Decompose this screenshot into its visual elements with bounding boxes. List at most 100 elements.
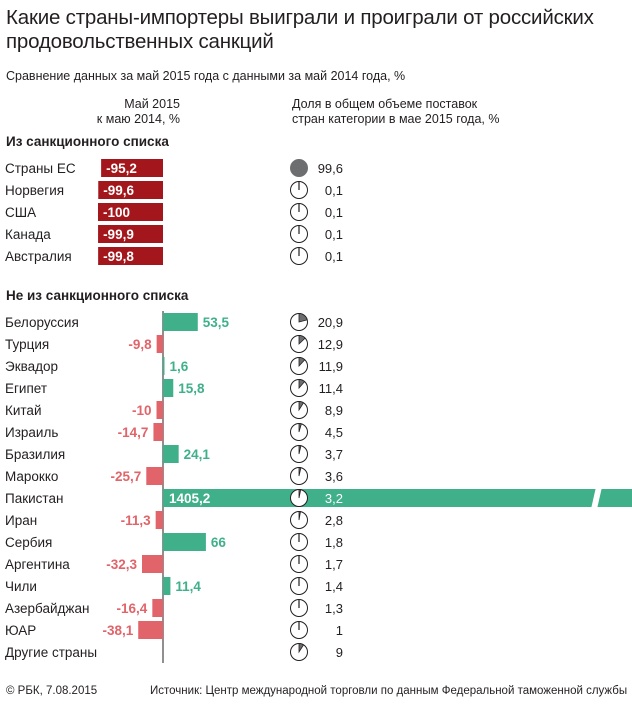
share-pie-g1-row1-slice [298,335,306,345]
value-label-g1-row14: -38,1 [102,623,133,638]
country-label-g1-row9: Иран [5,513,37,528]
bar-g1-row9 [155,511,163,529]
value-label-g0-row4: -99,8 [103,249,134,264]
share-label-g1-row5: 4,5 [325,425,343,440]
share-label-g1-row0: 20,9 [318,315,343,330]
share-pie-g1-row4-slice [298,401,305,412]
country-label-g1-row2: Эквадор [5,359,58,374]
share-label-g1-row14: 1 [336,623,343,638]
bar-g1-row11 [142,555,163,573]
value-label-g1-row6: 24,1 [184,447,211,462]
bar-g1-row1 [156,335,163,353]
value-label-g1-row4: -10 [132,403,152,418]
country-label-g1-row11: Аргентина [5,557,70,572]
bar-g1-row10 [163,533,206,551]
value-label-g1-row10: 66 [211,535,227,550]
share-label-g0-row3: 0,1 [325,227,343,242]
value-label-g1-row1: -9,8 [128,337,152,352]
share-label-g0-row1: 0,1 [325,183,343,198]
share-label-g1-row9: 2,8 [325,513,343,528]
value-label-g0-row1: -99,6 [103,183,134,198]
country-label-g1-row13: Азербайджан [5,601,89,616]
share-label-g1-row12: 1,4 [325,579,343,594]
share-label-g1-row11: 1,7 [325,557,343,572]
value-label-g1-row5: -14,7 [118,425,149,440]
share-pie-g1-row5-slice [298,423,302,433]
country-label-g1-row5: Израиль [5,425,58,440]
bar-g0-row4 [98,247,163,265]
bar-g1-row14 [138,621,163,639]
value-label-g0-row0: -95,2 [106,161,137,176]
share-pie-g0-row0 [290,159,308,177]
column-header-share-text: Доля в общем объеме поставок стран катег… [292,97,500,126]
share-label-g1-row8: 3,2 [325,491,343,506]
value-label-g1-row3: 15,8 [178,381,205,396]
share-label-g1-row6: 3,7 [325,447,343,462]
share-pie-g1-row3-slice [298,379,306,390]
footer-source: Источник: Центр международной торговли п… [150,685,628,697]
share-pie-g1-row2-slice [298,357,306,368]
share-label-g0-row0: 99,6 [318,161,343,176]
section-heading-sanctioned: Из санкционного списка [6,134,169,149]
country-label-g1-row8: Пакистан [5,491,63,506]
share-label-g1-row1: 12,9 [318,337,343,352]
bar-g1-row13 [152,599,163,617]
share-label-g1-row7: 3,6 [325,469,343,484]
share-label-g1-row13: 1,3 [325,601,343,616]
value-label-g0-row2: -100 [103,205,130,220]
country-label-g1-row15: Другие страны [5,645,97,660]
value-label-g1-row7: -25,7 [111,469,142,484]
share-label-g1-row4: 8,9 [325,403,343,418]
chart-title: Какие страны-импортеры выиграли и проигр… [6,6,594,53]
country-label-g1-row10: Сербия [5,535,52,550]
country-label-g1-row6: Бразилия [5,447,65,462]
country-label-g0-row4: Австралия [5,249,72,264]
share-label-g1-row15: 9 [336,645,343,660]
bar-g1-row12 [163,577,171,595]
share-pie-g1-row7-slice [298,467,302,477]
share-pie-g1-row0-slice [298,313,308,323]
share-pie-g1-row8-slice [298,489,302,499]
country-label-g0-row1: Норвегия [5,183,64,198]
bar-g1-row8 [163,489,632,507]
axis-break-mark [591,487,602,509]
bar-g1-row7 [146,467,163,485]
country-label-g1-row4: Китай [5,403,42,418]
country-label-g1-row1: Турция [5,337,49,352]
value-label-g1-row9: -11,3 [121,513,152,528]
bar-g1-row5 [153,423,163,441]
share-pie-g1-row15-slice [298,643,305,654]
share-label-g1-row2: 11,9 [319,359,343,374]
country-label-g0-row2: США [5,205,36,220]
value-label-g1-row2: 1,6 [170,359,189,374]
country-label-g0-row3: Канада [5,227,51,242]
bar-g0-row3 [98,225,163,243]
column-header-change-text: Май 2015 к маю 2014, % [96,97,180,126]
bar-g0-row0 [101,159,163,177]
value-label-g0-row3: -99,9 [103,227,134,242]
bar-g1-row2 [163,357,165,375]
bar-g1-row6 [163,445,179,463]
value-label-g1-row8: 1405,2 [169,491,210,506]
column-header-share: Доля в общем объеме поставок стран катег… [292,97,612,127]
country-label-g0-row0: Страны ЕС [5,161,76,176]
value-label-g1-row11: -32,3 [106,557,137,572]
share-label-g0-row4: 0,1 [325,249,343,264]
bar-g1-row3 [163,379,174,397]
country-label-g1-row12: Чили [5,579,37,594]
share-label-g1-row10: 1,8 [325,535,343,550]
bar-g0-row1 [98,181,163,199]
column-header-change: Май 2015 к маю 2014, % [92,97,180,127]
share-pie-g1-row6-slice [298,445,302,455]
country-label-g1-row7: Марокко [5,469,58,484]
value-label-g1-row13: -16,4 [117,601,148,616]
value-label-g1-row12: 11,4 [175,579,201,594]
share-label-g0-row2: 0,1 [325,205,343,220]
bar-g1-row4 [156,401,163,419]
share-label-g1-row3: 11,4 [319,381,343,396]
share-pie-g1-row9-slice [298,511,301,521]
country-label-g1-row0: Белоруссия [5,315,79,330]
country-label-g1-row14: ЮАР [5,623,36,638]
value-label-g1-row0: 53,5 [203,315,230,330]
